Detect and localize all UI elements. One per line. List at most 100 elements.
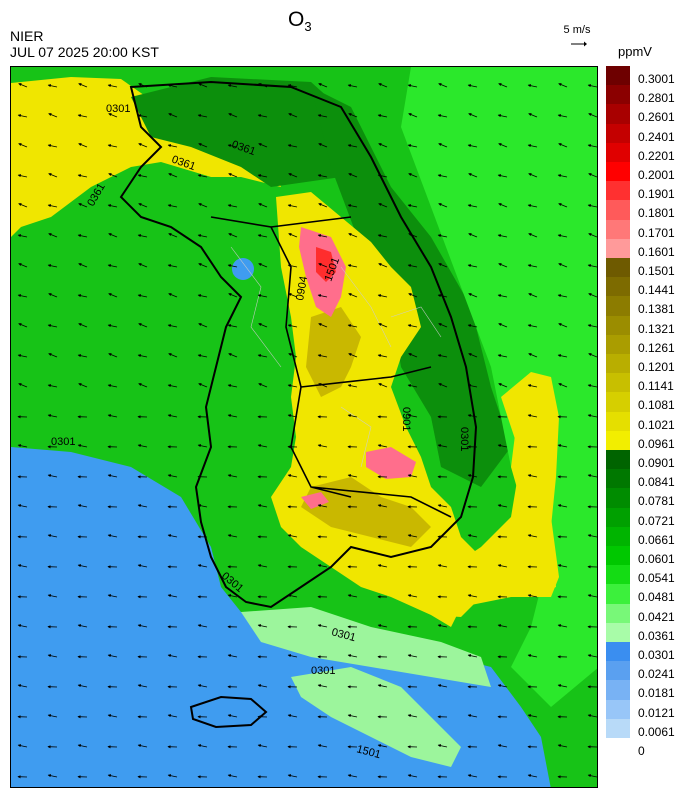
colorbar-tick-label: 0.0481 [638,590,675,605]
bright-green-region-east-sea [401,67,597,707]
wind-vector-arrow [467,84,478,88]
wind-vector-arrow [318,263,328,268]
wind-vector-arrow [258,263,268,268]
wind-vector-arrow [137,624,148,628]
colorbar-swatch [606,469,630,489]
wind-vector-arrow [168,353,178,358]
colorbar-swatch [606,373,630,393]
wind-vector-arrow [227,594,238,598]
wind-vector-arrow [257,354,268,358]
wind-vector-arrow [167,144,178,148]
colorbar-tick-label: 0.0301 [638,648,675,662]
wind-vector-arrow [377,234,388,238]
wind-vector-arrow [227,414,238,418]
wind-vector-arrow [288,113,298,118]
wind-vector-arrow [437,564,448,568]
wind-vector-arrow [348,233,358,238]
wind-vector-arrow [257,564,268,568]
wind-vector-arrow [467,414,478,418]
wind-vector-arrow [198,263,208,268]
wind-vector-arrow [437,684,448,688]
wind-vector-arrow [437,234,448,238]
wind-vector-arrow [47,204,58,208]
wind-vector-arrow [588,233,597,238]
colorbar-tick-label: 0.0421 [638,609,675,624]
wind-vector-arrow [347,594,358,598]
wind-vector-arrow [287,414,298,418]
wind-vector-arrow [318,83,328,88]
wind-vector-arrow [498,83,508,88]
wind-vector-arrow [47,264,58,268]
colorbar-tick-label: 0.3001 [638,72,675,86]
province-borders [210,216,452,518]
colorbar-tick-label: 0.1501 [638,264,675,278]
wind-vector-arrow [77,234,88,238]
wind-vector-arrow [498,323,508,328]
wind-vector-arrow [377,444,388,448]
wind-vector-arrow [227,144,238,148]
colorbar-swatch [606,200,630,221]
wind-vector-arrow [467,384,478,388]
wind-vector-arrow [438,143,448,148]
wind-vector-arrow [377,504,388,508]
wind-vector-arrow [257,294,268,298]
contour-label: 0301 [311,665,335,677]
wind-vector-arrow [557,624,568,628]
wind-vector-arrow [348,353,358,358]
wind-vector-arrow [47,384,58,388]
colorbar-tick-label: 0.0661 [638,532,675,547]
wind-vector-arrow [437,504,448,508]
wind-vector-arrow [377,174,388,178]
wind-vector-arrow [257,444,268,448]
wind-vector-arrow [558,383,568,388]
wind-vector-arrow [167,204,178,208]
colorbar-swatch [606,142,630,163]
colorbar-tick-label: 0.1381 [638,302,675,317]
timestamp-label: JUL 07 2025 20:00 KST [10,44,159,60]
wind-vector-arrow [468,353,478,358]
wind-vector-arrow [408,293,418,298]
wind-vector-arrow [77,444,88,448]
wind-vector-arrow [138,323,148,328]
wind-vector-arrow [407,654,418,658]
colorbar-swatch [606,181,630,201]
wind-vector-arrow [318,203,328,208]
colorbar-swatch [606,699,630,720]
wind-vector-arrow [467,204,478,208]
wind-vector-arrow [468,173,478,178]
wind-vector-arrow [18,383,28,388]
wind-vector-arrow [437,354,448,358]
wind-vector-arrow [18,83,28,88]
wind-vector-arrow [287,84,298,88]
colorbar-tick-label: 0.0901 [638,456,675,470]
wind-vector-arrow [257,744,268,748]
wind-vector-arrow [318,383,328,388]
wind-vector-arrow [408,233,418,238]
colorbar-tick-label: 0.0721 [638,513,675,528]
contour-label: 0904 [294,275,310,301]
wind-vector-arrow [198,203,208,208]
wind-vector-arrow [498,143,508,148]
wind-vector-arrow [77,114,88,118]
colorbar-swatch [606,66,630,86]
wind-vector-arrow [497,504,508,508]
wind-vector-arrow [347,414,358,418]
colorbar-swatch [606,85,630,105]
colorbar-tick-label: 0.0361 [638,628,675,643]
wind-vector-arrow [437,174,448,178]
wind-vector-arrow [318,143,328,148]
wind-vector-arrow [317,174,328,178]
wind-vector-arrow [317,744,328,748]
wind-vector-arrow [18,143,28,148]
wind-vector-arrow [347,264,358,268]
colorbar-swatch [606,680,630,701]
wind-vector-arrow [588,293,597,298]
wind-vector-arrow [107,414,118,418]
wind-vector-arrow [347,714,358,718]
wind-vector-arrow [287,264,298,268]
wind-vector-arrow [377,354,388,358]
wind-vector-arrow [527,474,538,478]
wind-vector-arrow [197,174,208,178]
colorbar-tick-label: 0.2401 [638,129,675,144]
wind-vector-arrow [167,774,178,778]
